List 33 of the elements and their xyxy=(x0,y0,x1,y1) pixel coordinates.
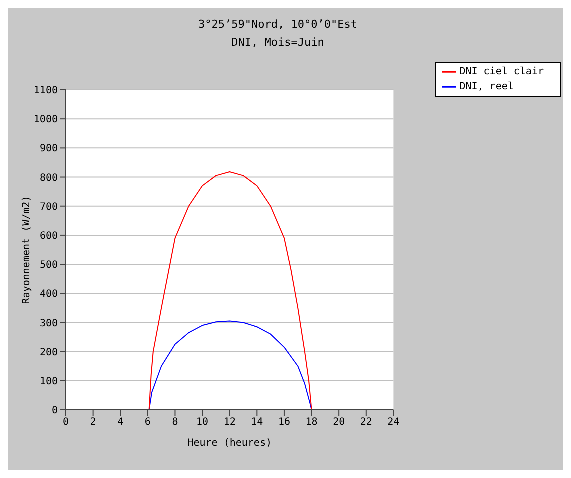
y-tick-label: 100 xyxy=(40,376,58,388)
y-tick-label: 900 xyxy=(40,144,58,155)
chart-title: 3°25’59"Nord, 10°0’0"Est xyxy=(198,17,358,33)
x-tick-label: 20 xyxy=(333,417,346,428)
y-tick-label: 300 xyxy=(40,318,58,330)
x-tick-label: 18 xyxy=(306,417,318,428)
y-tick-label: 200 xyxy=(40,347,58,358)
y-tick-label: 400 xyxy=(40,289,58,300)
y-tick-label: 600 xyxy=(40,231,58,242)
line-series xyxy=(148,172,312,410)
x-tick-label: 24 xyxy=(388,417,400,428)
legend-label: DNI, reel xyxy=(460,81,514,92)
x-tick-label: 4 xyxy=(118,417,124,428)
legend-label: DNI ciel clair xyxy=(460,66,544,78)
x-tick-label: 10 xyxy=(196,417,209,428)
x-tick-label: 12 xyxy=(224,417,236,428)
y-tick-label: 500 xyxy=(40,260,58,272)
y-tick-label: 1100 xyxy=(34,86,58,97)
y-axis-title: Rayonnement (W/m2) xyxy=(22,196,33,304)
x-tick-label: 6 xyxy=(144,417,151,428)
x-tick-label: 0 xyxy=(62,417,70,428)
y-tick-label: 1000 xyxy=(34,114,58,126)
y-tick-label: 0 xyxy=(52,406,58,417)
y-tick-label: 700 xyxy=(40,202,58,213)
x-tick-label: 14 xyxy=(251,417,264,428)
y-tick-label: 800 xyxy=(40,172,58,184)
x-tick-label: 8 xyxy=(172,417,178,428)
chart-subtitle: DNI, Mois=Juin xyxy=(230,35,326,51)
x-tick-label: 16 xyxy=(278,417,290,428)
x-tick-label: 22 xyxy=(360,417,372,428)
line-series xyxy=(148,320,312,410)
x-axis-title: Heure (heures) xyxy=(188,438,272,449)
x-tick-label: 2 xyxy=(90,417,96,428)
